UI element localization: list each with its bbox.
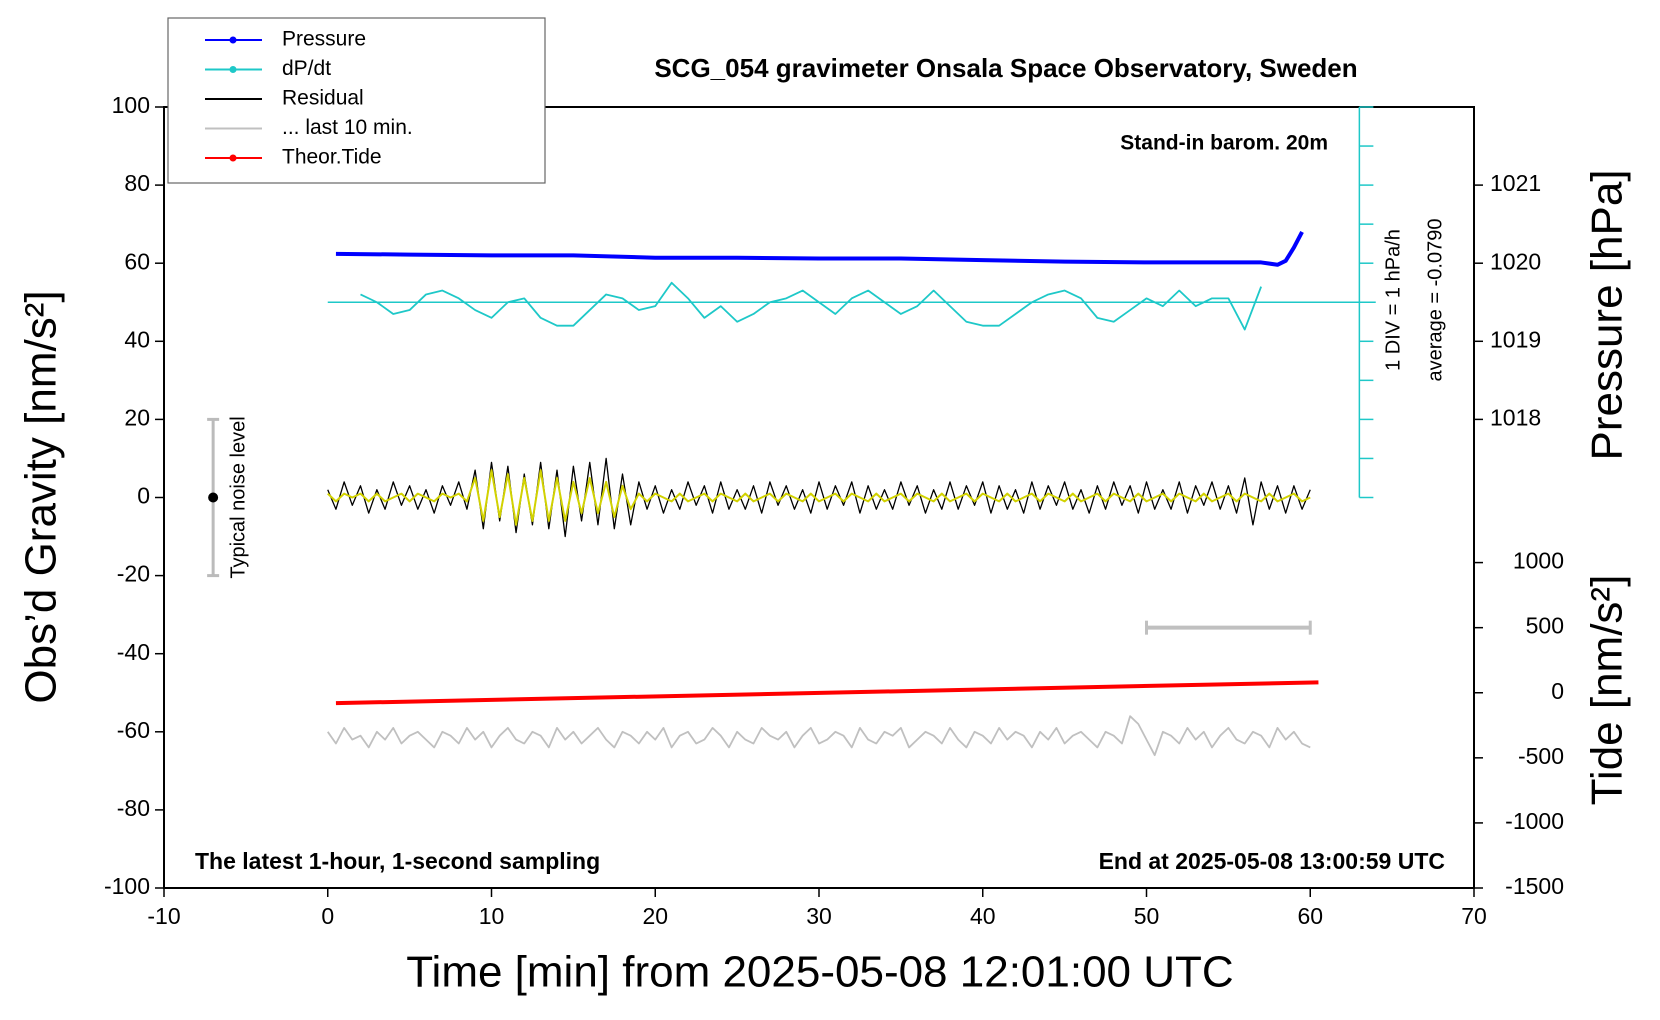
y3-axis-title: Tide [nm/s²] (1583, 575, 1632, 806)
x-tick-label: 40 (970, 903, 996, 929)
legend-label: Theor.Tide (282, 146, 382, 169)
noise-center (208, 492, 219, 503)
y2-tick-label: 1021 (1490, 170, 1541, 196)
x-tick-label: 20 (642, 903, 668, 929)
y-tick-label: -80 (117, 795, 150, 821)
y-tick-label: 80 (124, 170, 150, 196)
series-line (335, 231, 1304, 267)
x-tick-label: -10 (147, 903, 180, 929)
y-tick-label: -40 (117, 639, 150, 665)
y3-tick-label: 1000 (1513, 548, 1564, 574)
average-note: average = -0.0790 (1424, 219, 1446, 382)
legend-label: ... last 10 min. (282, 116, 413, 139)
scale-note: 1 DIV = 1 hPa/h (1382, 229, 1404, 371)
x-tick-label: 30 (806, 903, 832, 929)
y3-tick-label: -1500 (1505, 873, 1564, 899)
series-line (327, 469, 1311, 526)
left-note: The latest 1-hour, 1-second sampling (195, 848, 600, 874)
noise-label: Typical noise level (227, 416, 249, 578)
y2-tick-label: 1019 (1490, 326, 1541, 352)
x-axis-title: Time [min] from 2025-05-08 12:01:00 UTC (406, 948, 1233, 997)
legend: Pressure dP/dt Residual ... last 10 min. The… (205, 28, 413, 169)
series-line (327, 457, 1311, 538)
y3-tick-label: 500 (1526, 613, 1564, 639)
legend-label: Pressure (282, 28, 366, 51)
y3-tick-label: -500 (1518, 743, 1564, 769)
y-tick-label: 100 (112, 92, 150, 118)
y3-tick-label: -1000 (1505, 808, 1564, 834)
x-tick-label: 70 (1461, 903, 1487, 929)
y3-tick-label: 0 (1551, 678, 1564, 704)
y2-tick-label: 1018 (1490, 404, 1541, 430)
y-tick-label: 60 (124, 248, 150, 274)
series-line (335, 680, 1319, 706)
right-note: End at 2025-05-08 13:00:59 UTC (1099, 848, 1445, 874)
plot-area: -10 0 10 20 30 40 50 60 70-100-80-60-40-20020406… (104, 92, 1564, 929)
y-tick-label: -60 (117, 717, 150, 743)
y2-tick-label: 1020 (1490, 248, 1541, 274)
y2-axis-title: Pressure [hPa] (1583, 169, 1632, 460)
y-tick-label: -100 (104, 873, 150, 899)
x-tick-label: 10 (479, 903, 505, 929)
barometer-note: Stand-in barom. 20m (1120, 132, 1328, 155)
x-tick-label: 0 (321, 903, 334, 929)
y-tick-label: 20 (124, 404, 150, 430)
x-tick-label: 60 (1297, 903, 1323, 929)
legend-label: Residual (282, 87, 364, 110)
x-tick-label: 50 (1134, 903, 1160, 929)
legend-label: dP/dt (282, 57, 331, 80)
y-axis-title: Obs’d Gravity [nm/s²] (17, 290, 66, 703)
legend-marker (229, 66, 237, 73)
y-tick-label: 0 (137, 483, 150, 509)
plot-frame (163, 106, 1475, 889)
y-tick-label: 40 (124, 326, 150, 352)
series-line (360, 281, 1262, 331)
series-line (327, 715, 1311, 757)
chart-title: SCG_054 gravimeter Onsala Space Observat… (654, 53, 1357, 83)
legend-marker (229, 154, 237, 162)
y-tick-label: -20 (117, 561, 150, 587)
legend-marker (229, 36, 237, 44)
